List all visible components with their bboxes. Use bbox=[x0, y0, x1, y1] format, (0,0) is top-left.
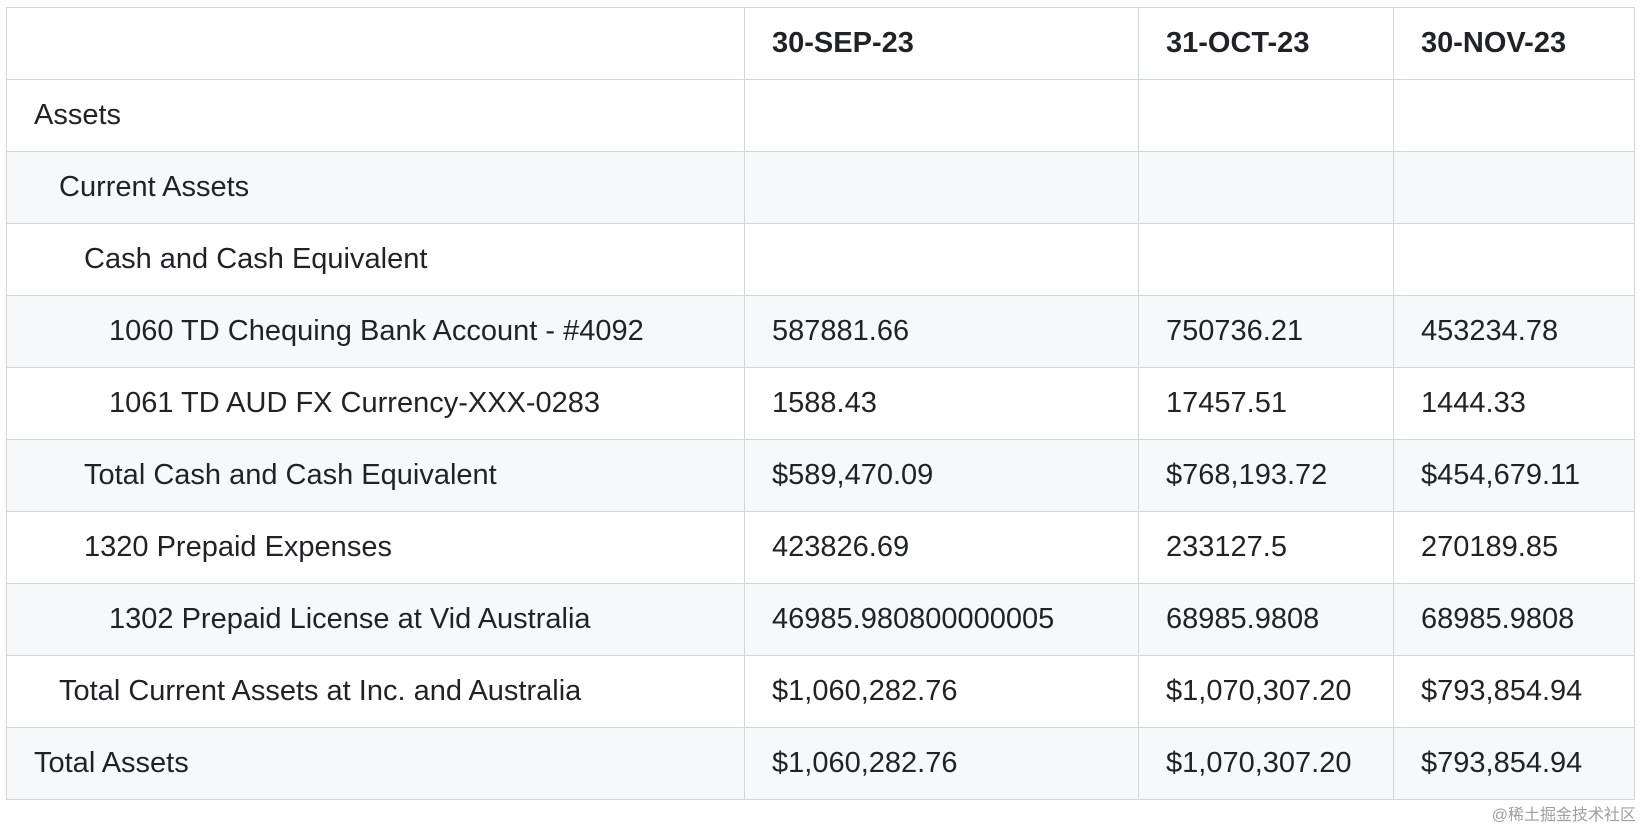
value-cell: 750736.21 bbox=[1138, 295, 1394, 368]
table-row: 1320 Prepaid Expenses 423826.69 233127.5 27… bbox=[6, 511, 1635, 584]
table-row: 1060 TD Chequing Bank Account - #4092 587… bbox=[6, 295, 1635, 368]
value-cell: $1,070,307.20 bbox=[1138, 655, 1394, 728]
value-cell: $454,679.11 bbox=[1393, 439, 1635, 512]
value-cell: $1,060,282.76 bbox=[744, 655, 1139, 728]
value-cell: $1,060,282.76 bbox=[744, 727, 1139, 800]
value-cell: 423826.69 bbox=[744, 511, 1139, 584]
value-cell: $793,854.94 bbox=[1393, 727, 1635, 800]
value-cell: 1444.33 bbox=[1393, 367, 1635, 440]
header-row: 30-SEP-23 31-OCT-23 30-NOV-23 bbox=[6, 7, 1635, 80]
balance-table: 30-SEP-23 31-OCT-23 30-NOV-23 Assets Curren… bbox=[6, 7, 1635, 800]
table-row: Current Assets bbox=[6, 151, 1635, 224]
value-cell: 68985.9808 bbox=[1138, 583, 1394, 656]
table-row: Total Assets $1,060,282.76 $1,070,307.20 $7… bbox=[6, 727, 1635, 800]
value-cell: 1588.43 bbox=[744, 367, 1139, 440]
row-label: 1320 Prepaid Expenses bbox=[6, 511, 745, 584]
empty-cell bbox=[1393, 223, 1635, 296]
table-row: Assets bbox=[6, 79, 1635, 152]
empty-cell bbox=[1393, 151, 1635, 224]
empty-cell bbox=[744, 223, 1139, 296]
value-cell: $589,470.09 bbox=[744, 439, 1139, 512]
value-cell: $768,193.72 bbox=[1138, 439, 1394, 512]
value-cell: 68985.9808 bbox=[1393, 583, 1635, 656]
empty-cell bbox=[744, 151, 1139, 224]
table-row: Total Cash and Cash Equivalent $589,470.0… bbox=[6, 439, 1635, 512]
row-label: Total Cash and Cash Equivalent bbox=[6, 439, 745, 512]
column-header: 30-NOV-23 bbox=[1393, 7, 1635, 80]
value-cell: 587881.66 bbox=[744, 295, 1139, 368]
empty-cell bbox=[1393, 79, 1635, 152]
table-row: Total Current Assets at Inc. and Austral… bbox=[6, 655, 1635, 728]
row-label: 1302 Prepaid License at Vid Australia bbox=[6, 583, 745, 656]
empty-cell bbox=[1138, 151, 1394, 224]
table-row: 1302 Prepaid License at Vid Australia 469… bbox=[6, 583, 1635, 656]
value-cell: 270189.85 bbox=[1393, 511, 1635, 584]
row-label: Total Current Assets at Inc. and Austral… bbox=[6, 655, 745, 728]
row-label: Assets bbox=[6, 79, 745, 152]
table-row: Cash and Cash Equivalent bbox=[6, 223, 1635, 296]
value-cell: 17457.51 bbox=[1138, 367, 1394, 440]
watermark: @稀土掘金技术社区 bbox=[1491, 807, 1636, 824]
empty-cell bbox=[1138, 223, 1394, 296]
column-header: 31-OCT-23 bbox=[1138, 7, 1394, 80]
row-label: 1061 TD AUD FX Currency-XXX-0283 bbox=[6, 367, 745, 440]
column-header: 30-SEP-23 bbox=[744, 7, 1139, 80]
value-cell: 233127.5 bbox=[1138, 511, 1394, 584]
value-cell: $1,070,307.20 bbox=[1138, 727, 1394, 800]
value-cell: $793,854.94 bbox=[1393, 655, 1635, 728]
corner-cell bbox=[6, 7, 745, 80]
value-cell: 46985.980800000005 bbox=[744, 583, 1139, 656]
table-row: 1061 TD AUD FX Currency-XXX-0283 1588.43 1… bbox=[6, 367, 1635, 440]
row-label: Total Assets bbox=[6, 727, 745, 800]
row-label: Current Assets bbox=[6, 151, 745, 224]
row-label: Cash and Cash Equivalent bbox=[6, 223, 745, 296]
empty-cell bbox=[1138, 79, 1394, 152]
value-cell: 453234.78 bbox=[1393, 295, 1635, 368]
row-label: 1060 TD Chequing Bank Account - #4092 bbox=[6, 295, 745, 368]
empty-cell bbox=[744, 79, 1139, 152]
